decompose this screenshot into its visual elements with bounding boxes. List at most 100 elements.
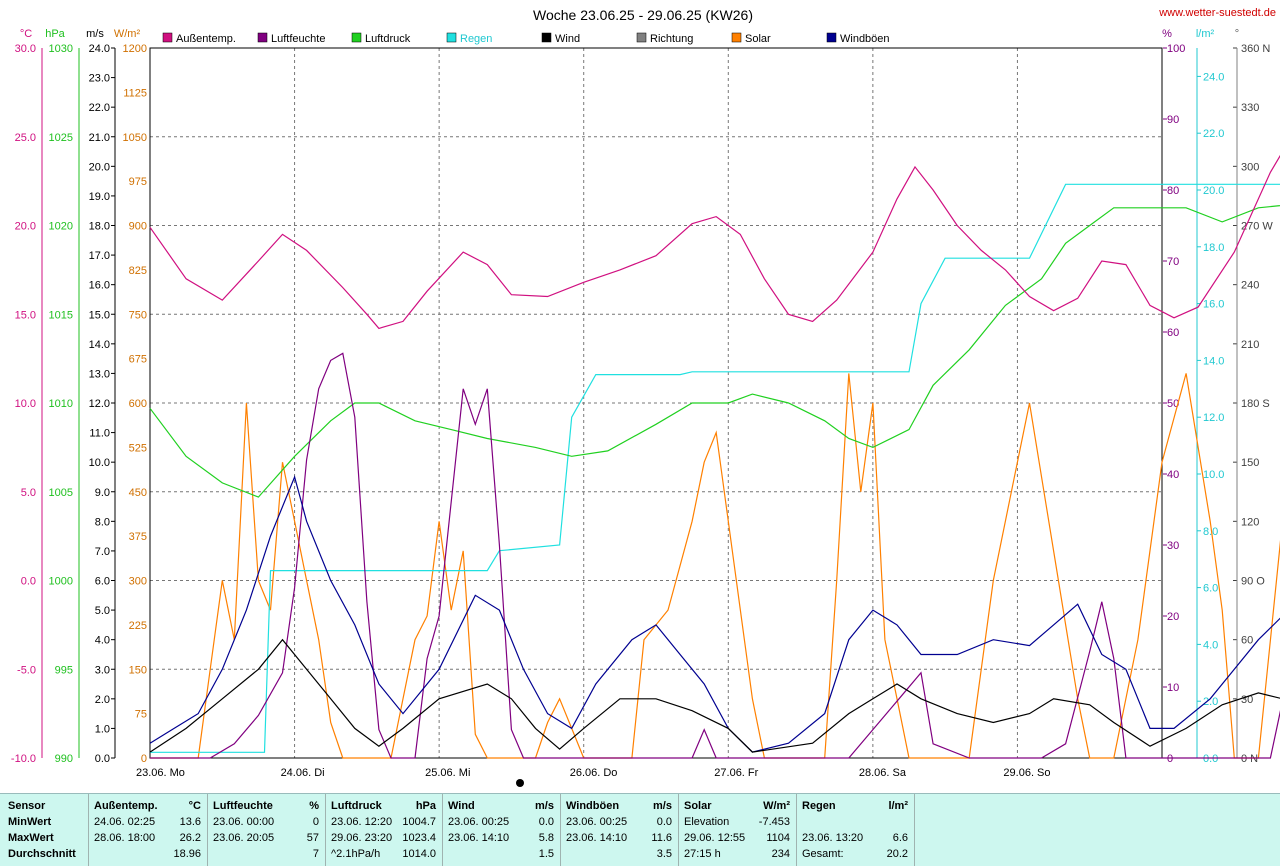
stats-solar-unit: W/m²	[763, 800, 790, 812]
axis-tick-label: 16.0	[89, 280, 110, 292]
axis-tick-label: 8.0	[95, 516, 110, 528]
stats-temp-header: Außentemp.	[94, 800, 158, 812]
axis-tick-label: 990	[55, 753, 73, 765]
axis-tick-label: 0.0	[1203, 753, 1218, 765]
series-line-wind	[149, 638, 1280, 753]
stats-table: Sensor MinWert MaxWert Durchschnitt Auße…	[0, 793, 1280, 866]
stats-row-min: MinWert	[8, 816, 52, 828]
axis-tick-label: 24.0	[1203, 71, 1224, 83]
stats-hum-header: Luftfeuchte	[213, 800, 273, 812]
stats-press-trend: ^2.1hPa/h	[331, 848, 381, 860]
axis-tick-label: 1125	[123, 87, 147, 99]
series-line-windben	[149, 475, 1280, 753]
day-label: 23.06. Mo	[136, 767, 185, 779]
axis-tick-label: 11.0	[89, 428, 110, 440]
axis-tick-label: 600	[129, 398, 147, 410]
legend-swatch	[541, 32, 552, 43]
stats-hum-max-value: 57	[306, 832, 319, 844]
axis-tick-label: 300	[129, 576, 147, 588]
axis-tick-label: 7.0	[95, 546, 110, 558]
stats-press-max-value: 1023.4	[402, 832, 436, 844]
axis-tick-label: 5.0	[21, 487, 36, 499]
axis-tick-label: 10.0	[15, 398, 36, 410]
axis-tick-label: 23.0	[89, 73, 110, 85]
axis-tick-label: 210	[1241, 339, 1259, 351]
axis-tick-label: 750	[129, 309, 147, 321]
legend: Außentemp. Luftfeuchte Luftdruck Regen Wind R…	[162, 32, 890, 45]
axis-tick-label: 6.0	[95, 576, 110, 588]
axis-tick-label: 100	[1167, 43, 1185, 55]
axis-tick-label: 90 O	[1241, 576, 1265, 588]
stats-rain-total-label: Gesamt:	[802, 848, 844, 860]
legend-label: Luftdruck	[365, 33, 411, 45]
legend-label: Außentemp.	[176, 33, 236, 45]
site-link[interactable]: www.wetter-suestedt.de	[1158, 7, 1276, 19]
stats-wind-max-value: 5.8	[538, 832, 554, 844]
axis-tick-label: 40	[1167, 469, 1179, 481]
day-label: 25.06. Mi	[425, 767, 470, 779]
stats-rain-unit: l/m²	[888, 800, 908, 812]
axis-tick-label: 150	[1241, 457, 1259, 469]
stats-wind-max-time: 23.06. 14:10	[448, 832, 510, 844]
legend-swatch	[636, 32, 647, 43]
day-label: 24.06. Di	[281, 767, 325, 779]
stats-temp-max-value: 26.2	[179, 832, 201, 844]
axis-tick-label: 1200	[123, 43, 147, 55]
legend-swatch	[826, 32, 837, 43]
stats-wind-min-value: 0.0	[538, 816, 554, 828]
axis-tick-label: 1.0	[95, 723, 110, 735]
legend-swatch	[731, 32, 742, 43]
stats-col-sensor: Sensor MinWert MaxWert Durchschnitt	[0, 794, 89, 866]
stats-gust-min-value: 0.0	[656, 816, 672, 828]
axis-unit-label: l/m²	[1196, 28, 1215, 40]
axis-tick-label: 1005	[49, 487, 73, 499]
stats-solar-duration: 27:15 h	[684, 848, 721, 860]
stats-hum-avg: 7	[312, 848, 319, 860]
axis-tick-label: 25.0	[15, 132, 36, 144]
stats-gust-header: Windböen	[566, 800, 620, 812]
axis-tick-label: 825	[129, 265, 147, 277]
axis-tick-label: 0	[1167, 753, 1173, 765]
axis-unit-label: °	[1235, 28, 1239, 40]
stats-col-gust: Windböen m/s 23.06. 00:25 0.0 23.06. 14:…	[561, 794, 679, 866]
stats-press-min-value: 1004.7	[402, 816, 436, 828]
axis-tick-label: 0 N	[1241, 753, 1258, 765]
axis-tick-label: 20.0	[1203, 185, 1224, 197]
axis-tick-label: 24.0	[89, 43, 110, 55]
axis-tick-label: 975	[129, 176, 147, 188]
axis-tick-label: 90	[1167, 114, 1179, 126]
series-line-luftfeuchte	[150, 352, 1280, 759]
stats-hum-min-time: 23.06. 00:00	[213, 816, 275, 828]
axis-tick-label: 18.0	[1203, 242, 1224, 254]
axis-tick-label: 14.0	[89, 339, 110, 351]
series-line-luftdruck	[149, 205, 1280, 498]
stats-rain-total: 20.2	[886, 848, 908, 860]
legend-swatch	[351, 32, 362, 43]
stats-gust-max-time: 23.06. 14:10	[566, 832, 628, 844]
stats-solar-max-time: 29.06. 12:55	[684, 832, 746, 844]
axis-tick-label: 4.0	[95, 635, 110, 647]
legend-label: Regen	[460, 33, 492, 45]
axis-tick-label: 360 N	[1241, 43, 1270, 55]
axis-tick-label: 12.0	[89, 398, 110, 410]
axis-tick-label: -5.0	[17, 664, 36, 676]
axes: °C hPa m/s W/m²% l/m² ° 30.0 25.0 20.0 15.0 10.0 5.…	[11, 28, 1273, 765]
series-line-regen	[150, 183, 1280, 753]
axis-unit-label: %	[1162, 28, 1172, 40]
axis-unit-label: °C	[20, 28, 32, 40]
axis-tick-label: 18.0	[89, 221, 110, 233]
axis-unit-label: W/m²	[114, 28, 141, 40]
stats-press-min-time: 23.06. 12:20	[331, 816, 393, 828]
axis-tick-label: 30	[1241, 694, 1253, 706]
series-layer	[149, 154, 1280, 759]
axis-tick-label: 2.0	[1203, 696, 1218, 708]
axis-tick-label: 240	[1241, 280, 1259, 292]
stats-col-hum: Luftfeuchte % 23.06. 00:00 0 23.06. 20:0…	[208, 794, 326, 866]
moon-icon	[516, 779, 524, 787]
stats-gust-avg: 3.5	[656, 848, 672, 860]
stats-header-sensor: Sensor	[8, 800, 46, 812]
axis-tick-label: 1030	[49, 43, 73, 55]
axis-tick-label: 80	[1167, 185, 1179, 197]
day-label: 29.06. So	[1003, 767, 1050, 779]
axis-tick-label: 19.0	[89, 191, 110, 203]
